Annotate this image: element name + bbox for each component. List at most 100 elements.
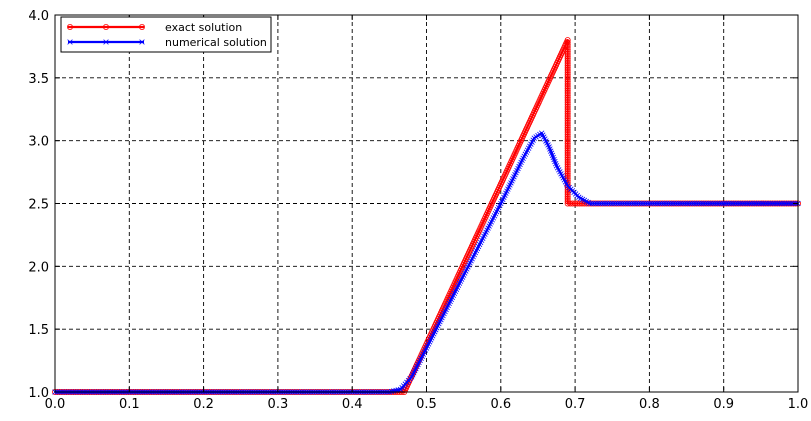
x-marker [705,200,711,207]
legend-marker [67,39,73,45]
y-tick-label: 2.0 [28,260,49,275]
circle-marker [564,37,571,44]
circle-marker [576,200,583,207]
legend-marker [103,39,109,45]
legend-item: exact solution [67,21,242,34]
x-marker [779,200,785,207]
x-tick-label: 0.6 [490,397,511,412]
legend-label: exact solution [165,21,242,34]
circle-marker [564,46,571,53]
x-tick-label: 0.1 [119,397,140,412]
x-tick-label: 0.7 [565,397,586,412]
x-marker [608,200,614,207]
circle-marker [564,193,571,200]
circle-marker [564,145,571,152]
x-marker [695,200,702,207]
x-marker [735,200,741,207]
x-marker [698,200,704,207]
circle-marker [564,83,571,90]
x-marker [594,200,600,207]
legend-marker [67,23,74,30]
x-tick-label: 0.4 [342,397,363,412]
x-marker [624,200,630,207]
x-tick-label: 0.3 [268,397,289,412]
circle-marker [564,126,571,133]
x-marker [640,200,646,207]
x-marker [605,200,612,207]
circle-marker [564,122,571,129]
circle-marker [564,94,571,101]
y-tick-label: 3.0 [28,135,49,150]
circle-marker [564,78,571,85]
x-marker [591,200,598,207]
x-marker [767,200,773,207]
x-marker [769,200,776,207]
x-marker [728,200,734,207]
x-marker [765,200,771,207]
circle-marker [564,53,571,60]
y-tick-label: 1.0 [28,386,49,401]
circle-marker [564,119,571,126]
x-marker [725,200,732,207]
x-marker [739,200,746,207]
circle-marker [564,69,571,76]
x-marker [654,200,660,207]
x-marker [756,200,762,207]
circle-marker [564,57,571,64]
x-marker [723,200,730,207]
circle-marker [564,60,571,67]
x-marker [635,200,642,207]
x-marker [679,200,686,207]
circle-marker [564,138,571,145]
circle-marker [564,92,571,99]
circle-marker [564,48,571,55]
x-marker [628,200,635,207]
circle-marker [564,156,571,163]
x-marker [714,200,720,207]
circle-marker [564,50,571,57]
legend: exact solution numerical solution [60,16,272,53]
legend-box [60,16,272,53]
y-tick-label: 2.5 [28,198,49,213]
x-marker [753,200,760,207]
y-tick-label: 3.5 [28,72,49,87]
x-marker [721,200,727,207]
circle-marker [564,99,571,106]
x-marker [626,200,632,207]
circle-marker [564,101,571,108]
circle-marker [564,147,571,154]
circle-marker [564,64,571,71]
x-tick-label: 0.2 [193,397,214,412]
x-marker [684,200,690,207]
x-marker [652,200,658,207]
y-tick-label: 4.0 [28,9,49,24]
legend-marker [139,39,145,45]
x-marker [742,200,748,207]
x-tick-label: 0.8 [639,397,660,412]
circle-marker [564,159,571,166]
x-marker [746,200,753,207]
circle-marker [564,85,571,92]
circle-marker [564,71,571,78]
legend-label: numerical solution [165,36,267,49]
circle-marker [564,170,571,177]
x-tick-label: 1.0 [788,397,809,412]
circle-marker [564,106,571,113]
x-marker [675,200,681,207]
x-marker [700,200,706,207]
circle-marker [564,62,571,69]
x-marker [744,200,750,207]
x-marker [774,200,780,207]
circle-marker [564,168,571,175]
x-marker [589,200,595,207]
x-marker [633,200,639,207]
x-marker [617,200,623,207]
legend-item: numerical solution [67,36,267,49]
x-marker [732,200,739,207]
circle-marker [564,67,571,74]
circle-marker [564,142,571,149]
circle-marker [564,161,571,168]
x-marker [647,200,653,207]
x-marker [786,200,792,207]
x-marker [612,200,619,207]
